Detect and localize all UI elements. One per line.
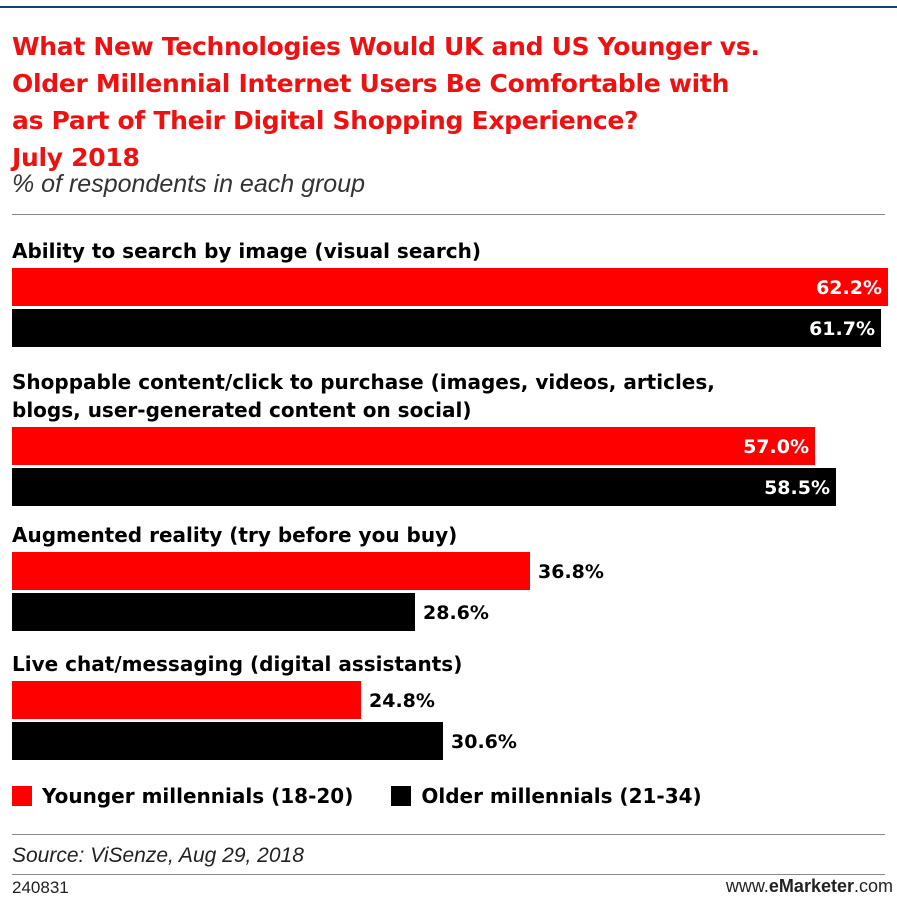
category-label: blogs, user-generated content on social) (12, 398, 472, 422)
legend-label-younger: Younger millennials (18-20) (42, 784, 354, 808)
brand-suffix: .com (853, 876, 893, 896)
bar-younger (12, 427, 815, 465)
bar-value-label: 57.0% (743, 436, 809, 458)
subtitle-divider (12, 214, 885, 215)
bar-older (12, 722, 443, 760)
bar-value-label: 36.8% (538, 561, 604, 583)
footer-divider (12, 874, 885, 875)
brand-prefix: www. (725, 876, 769, 896)
title-line-1: What New Technologies Would UK and US Yo… (12, 32, 760, 61)
brand-name: eMarketer (768, 876, 854, 896)
legend-item-older: Older millennials (21-34) (391, 784, 702, 808)
chart-legend: Younger millennials (18-20) Older millen… (12, 784, 740, 808)
source-divider (12, 834, 885, 835)
category-label: Live chat/messaging (digital assistants) (12, 652, 462, 676)
category-label: Ability to search by image (visual searc… (12, 239, 481, 263)
bar-value-label: 30.6% (451, 731, 517, 753)
bar-value-label: 61.7% (809, 318, 875, 340)
legend-item-younger: Younger millennials (18-20) (12, 784, 353, 808)
category-label: Shoppable content/click to purchase (ima… (12, 370, 715, 394)
bar-value-label: 24.8% (369, 690, 435, 712)
bar-older (12, 309, 881, 347)
title-line-2: Older Millennial Internet Users Be Comfo… (12, 69, 730, 98)
bar-older (12, 468, 836, 506)
chart-id: 240831 (12, 878, 69, 897)
bar-younger (12, 681, 361, 719)
legend-label-older: Older millennials (21-34) (421, 784, 702, 808)
title-line-4: July 2018 (12, 143, 140, 172)
chart-subtitle: % of respondents in each group (12, 170, 366, 198)
bar-chart: Ability to search by image (visual searc… (12, 239, 888, 760)
bar-younger (12, 552, 530, 590)
brand-logo: www.eMarketer.com (726, 876, 893, 897)
source-note: Source: ViSenze, Aug 29, 2018 (12, 844, 304, 867)
legend-swatch-older (391, 786, 412, 806)
bar-value-label: 62.2% (816, 277, 882, 299)
bar-value-label: 58.5% (764, 477, 830, 499)
legend-swatch-younger (12, 786, 32, 806)
bar-value-label: 28.6% (423, 602, 489, 624)
title-line-3: as Part of Their Digital Shopping Experi… (12, 106, 639, 135)
bar-older (12, 593, 415, 631)
chart-title: What New Technologies Would UK and US Yo… (12, 28, 882, 176)
category-label: Augmented reality (try before you buy) (12, 523, 457, 547)
top-border-line (0, 6, 897, 8)
bar-younger (12, 268, 888, 306)
